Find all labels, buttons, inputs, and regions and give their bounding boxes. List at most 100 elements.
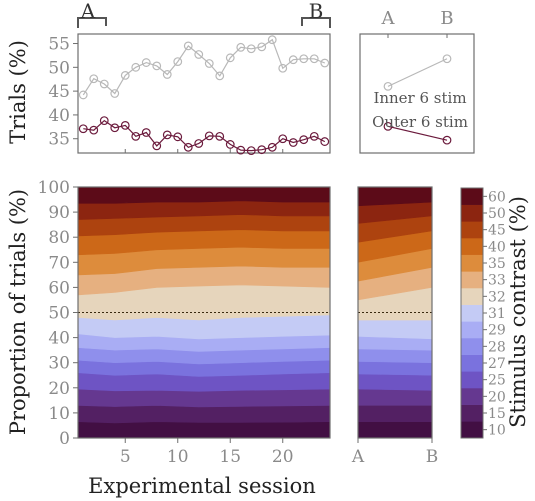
phase-marker-1 [442,135,452,145]
colorbar-swatch-31 [461,304,483,322]
phase-band-15 [357,405,433,422]
plot-frame [357,186,433,439]
series-marker-1 [278,134,288,144]
colorbar-swatch-15 [461,404,483,422]
x-tick-label: 20 [272,447,294,467]
series-marker-0 [299,54,309,64]
phase-band-20 [357,388,433,406]
colorbar-tick-label: 35 [488,256,506,272]
series-marker-1 [204,131,214,141]
colorbar-swatch-33 [461,271,483,289]
phase-band-28 [357,348,433,364]
y-tick-label: 30 [48,354,70,374]
x-tick-label: A [351,447,365,467]
series-marker-1 [246,146,256,156]
y-tick-label: 50 [48,58,70,78]
top-ylabel: Trials (%) [6,40,30,144]
series-marker-1 [120,120,130,130]
series-marker-0 [120,71,130,80]
y-tick-label: 80 [48,228,70,248]
legend-outer: Outer 6 stim [372,113,468,131]
phase-line-1 [387,125,448,141]
y-tick-label: 40 [48,329,70,349]
colorbar-tick-label: 29 [488,323,506,339]
plot-frame [77,33,331,154]
phase-marker-0 [383,81,393,91]
bottom-xlabel: Experimental session [88,474,316,498]
line-panel-sessions: 35 40 45 50 55 A B [48,0,331,156]
colorbar-tick-label: 33 [488,273,506,289]
colorbar-tick-label: 31 [488,306,506,322]
series-marker-0 [309,54,319,64]
series-marker-0 [257,42,267,52]
series-marker-0 [173,57,183,67]
phase-label-a: A [80,0,96,23]
series-marker-1 [225,140,235,149]
colorbar-label: Stimulus contrast (%) [506,196,530,428]
series-marker-0 [131,62,141,72]
series-marker-0 [267,35,277,45]
colorbar-frame [460,187,484,439]
series-marker-0 [320,58,330,68]
colorbar-swatch-25 [461,371,483,389]
series-marker-1 [257,145,267,155]
colorbar-tick-label: 60 [488,189,506,205]
colorbar-swatch-60 [461,188,483,205]
phase-band-31 [357,319,433,340]
series-marker-1 [99,116,109,126]
phase-label-b: B [309,0,324,23]
series-marker-0 [110,89,120,98]
series-marker-1 [183,142,193,152]
series-marker-0 [246,44,256,54]
series-marker-1 [215,131,225,141]
series-marker-0 [215,71,225,81]
y-tick-label: 100 [38,178,70,198]
series-marker-0 [162,70,172,79]
phase-band-27 [357,361,433,376]
series-marker-1 [152,141,162,151]
phase-band-25 [357,373,433,391]
x-tick-label: 5 [120,447,131,467]
series-marker-0 [152,61,162,71]
colorbar-swatch-28 [461,338,483,355]
x-tick-label: B [440,8,453,29]
y-tick-label: 40 [48,106,70,126]
series-marker-0 [288,55,298,65]
stack-band-60 [77,186,331,204]
stack-band-15 [77,405,331,424]
stacked-area-panel-sessions: 0 10 20 30 40 50 60 70 80 90 100 5 10 15 20 [38,178,331,467]
series-marker-0 [89,74,99,84]
colorbar-tick-label: 25 [488,373,506,389]
series-marker-0 [99,79,109,89]
y-tick-label: 70 [48,253,70,273]
series-marker-0 [278,63,288,73]
colorbar-swatch-20 [461,388,483,405]
series-marker-1 [110,123,120,133]
colorbar-tick-label: 28 [488,339,506,355]
y-tick-label: 55 [48,35,70,55]
series-marker-0 [194,50,204,59]
x-tick-label: B [426,447,439,467]
series-marker-1 [162,130,172,140]
phase-bracket-a [77,17,107,28]
colorbar-swatch-50 [461,204,483,222]
series-marker-1 [194,139,204,148]
phase-marker-1 [383,121,393,131]
series-marker-0 [141,58,151,67]
series-marker-1 [320,137,330,146]
phase-bracket-b [301,17,331,28]
series-marker-1 [89,125,99,135]
y-tick-label: 50 [48,304,70,324]
series-marker-1 [309,131,319,141]
colorbar-swatch-29 [461,321,483,339]
colorbar-swatch-40 [461,238,483,255]
colorbar-swatch-45 [461,221,483,239]
colorbar-tick-label: 20 [488,389,506,405]
colorbar-tick-label: 40 [488,239,506,255]
colorbar-tick-label: 27 [488,356,506,372]
series-marker-0 [236,42,246,52]
colorbar-swatch-32 [461,288,483,305]
series-marker-0 [78,90,88,100]
